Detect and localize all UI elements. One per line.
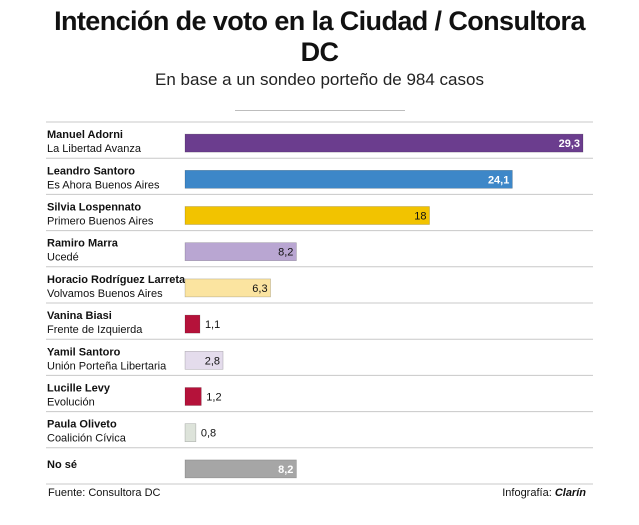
bar xyxy=(184,423,197,443)
bar xyxy=(184,170,513,189)
candidate-name: Silvia Lospennato xyxy=(47,202,141,214)
title-divider xyxy=(235,110,405,111)
chart-subtitle: En base a un sondeo porteño de 984 casos xyxy=(155,70,484,89)
credit-brand: Clarín xyxy=(554,487,586,499)
candidate-name: Vanina Biasi xyxy=(47,310,112,322)
candidate-party: Volvamos Buenos Aires xyxy=(47,288,163,300)
bar xyxy=(184,350,224,370)
candidate-party: Evolución xyxy=(47,397,95,409)
credit-prefix: Infografía: xyxy=(502,487,555,499)
data-label: 1,1 xyxy=(205,319,220,331)
bar xyxy=(184,459,297,479)
candidate-party: Ucedé xyxy=(47,252,79,264)
candidate-name: No sé xyxy=(47,459,77,471)
data-label: 8,2 xyxy=(278,247,293,259)
candidate-party: Unión Porteña Libertaria xyxy=(47,360,167,372)
chart-title-line-2: DC xyxy=(300,37,339,67)
data-label: 6,3 xyxy=(252,283,267,295)
candidate-party: Coalición Cívica xyxy=(47,433,127,445)
data-label: 0,8 xyxy=(201,428,216,440)
data-label: 2,8 xyxy=(205,355,220,367)
candidate-party: Es Ahora Buenos Aires xyxy=(47,179,160,191)
data-label: 8,2 xyxy=(278,464,293,476)
data-label: 1,2 xyxy=(206,392,221,404)
credit-note: Infografía: Clarín xyxy=(502,487,586,499)
candidate-name: Ramiro Marra xyxy=(47,238,119,250)
candidate-name: Manuel Adorni xyxy=(47,129,123,141)
source-note: Fuente: Consultora DC xyxy=(48,487,161,499)
candidate-name: Yamil Santoro xyxy=(47,346,121,358)
candidate-name: Paula Oliveto xyxy=(47,419,117,431)
data-label: 29,3 xyxy=(559,138,580,150)
candidate-name: Horacio Rodríguez Larreta xyxy=(47,274,186,286)
bar xyxy=(184,133,584,153)
chart-title: Intención de voto en la Ciudad / Consult… xyxy=(0,6,639,68)
chart-title-line-1: Intención de voto en la Ciudad / Consult… xyxy=(54,6,585,36)
data-label: 18 xyxy=(414,211,426,223)
candidate-name: Lucille Levy xyxy=(47,383,111,395)
bar xyxy=(184,387,202,406)
bar xyxy=(184,278,271,298)
bar xyxy=(184,206,430,225)
bar xyxy=(184,314,201,334)
candidate-party: La Libertad Avanza xyxy=(47,143,142,155)
candidate-party: Frente de Izquierda xyxy=(47,324,143,336)
candidate-name: Leandro Santoro xyxy=(47,165,135,177)
candidate-party: Primero Buenos Aires xyxy=(47,216,154,228)
data-label: 24,1 xyxy=(488,174,509,186)
bar xyxy=(184,242,297,261)
